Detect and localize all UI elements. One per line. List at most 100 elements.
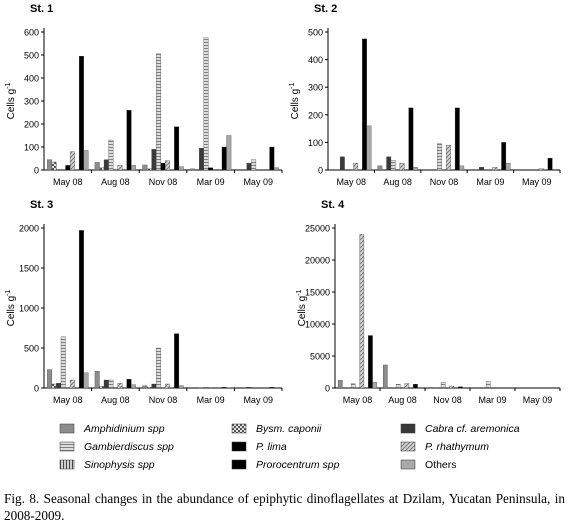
bar-p-rhathymum xyxy=(353,162,359,171)
y-tick-label: 200 xyxy=(308,110,323,120)
bar-bysm-caponii xyxy=(146,168,152,171)
bar-p-lima xyxy=(160,162,166,171)
legend-item-amphidinium-spp: Amphidinium spp xyxy=(59,423,165,435)
bar-cabra-cf-aremonica xyxy=(246,162,252,171)
figure-caption: Fig. 8. Seasonal changes in the abundanc… xyxy=(4,491,565,523)
y-tick-label: 5000 xyxy=(310,352,330,362)
bar-gambierdiscus-spp xyxy=(251,159,257,171)
bar-amphidinium-spp xyxy=(189,168,195,171)
bar-others xyxy=(459,165,465,171)
bar-cabra-cf-aremonica xyxy=(151,383,157,389)
legend-swatch xyxy=(231,459,247,470)
x-tick-label: May 09 xyxy=(522,177,552,187)
y-tick-label: 400 xyxy=(24,74,39,84)
y-tick-label: 500 xyxy=(24,51,39,61)
y-axis-label: Cells g-1 xyxy=(296,289,308,326)
y-tick-label: 10000 xyxy=(305,320,330,330)
y-tick-label: 400 xyxy=(308,55,323,65)
chart-panel-2: St. 2 Cells g-1 0 100 200 300 400 500 May 08 Aug … xyxy=(289,3,561,187)
x-tick-label: Nov 08 xyxy=(149,177,178,187)
bar-prorocentrum-spp xyxy=(174,126,180,171)
legend-swatch xyxy=(400,423,416,434)
y-tick-label: 0 xyxy=(325,384,330,394)
bar-gambierdiscus-spp xyxy=(203,387,209,389)
legend-item-bysm-caponii: Bysm. caponii xyxy=(231,423,322,435)
legend-item-p-lima: P. lima xyxy=(231,441,287,453)
bar-p-rhathymum xyxy=(492,167,498,171)
y-tick-label: 2000 xyxy=(19,224,39,234)
bar-gambierdiscus-spp xyxy=(108,139,114,171)
bar-amphidinium-spp xyxy=(382,364,388,389)
bar-prorocentrum-spp xyxy=(368,335,373,389)
bar-cabra-cf-aremonica xyxy=(56,383,62,389)
legend-item-cabra-cf-aremonica: Cabra cf. aremonica xyxy=(400,423,520,435)
bar-bysm-caponii xyxy=(51,383,57,389)
x-tick-label: May 09 xyxy=(243,177,273,187)
x-tick-label: Nov 08 xyxy=(149,395,178,405)
bar-p-rhathymum xyxy=(399,162,405,171)
x-tick-label: Aug 08 xyxy=(101,177,130,187)
y-tick-label: 0 xyxy=(34,166,39,176)
bar-amphidinium-spp xyxy=(94,162,100,171)
bar-prorocentrum-spp xyxy=(221,146,227,171)
panel-title: St. 3 xyxy=(30,199,53,211)
bar-cabra-cf-aremonica xyxy=(246,387,252,389)
x-tick-label: Aug 08 xyxy=(388,395,417,405)
panel-title: St. 1 xyxy=(30,3,53,15)
bar-gambierdiscus-spp xyxy=(203,37,209,171)
legend-label: Bysm. caponii xyxy=(256,423,322,435)
bar-p-rhathymum xyxy=(404,383,410,389)
bar-prorocentrum-spp xyxy=(221,387,227,389)
bar-prorocentrum-spp xyxy=(408,107,414,171)
legend-label: P. lima xyxy=(256,441,287,453)
x-tick-label: Nov 08 xyxy=(430,177,459,187)
bar-cabra-cf-aremonica xyxy=(339,156,345,171)
legend-item-p-rhathymum: P. rhathymum xyxy=(400,441,489,453)
bar-cabra-cf-aremonica xyxy=(103,379,109,389)
bar-bysm-caponii xyxy=(99,167,105,171)
bar-p-rhathymum xyxy=(538,168,544,171)
bar-gambierdiscus-spp xyxy=(437,143,442,171)
bar-amphidinium-spp xyxy=(337,380,343,389)
bar-gambierdiscus-spp xyxy=(440,382,446,389)
chart-panel-4: St. 4 Cells g-1 0 5000 10000 15000 20000 25000 M… xyxy=(296,199,561,405)
bar-amphidinium-spp xyxy=(427,387,433,389)
legend-label: Sinophysis spp xyxy=(84,459,155,471)
bar-amphidinium-spp xyxy=(142,385,148,389)
x-tick-label: Aug 08 xyxy=(383,177,412,187)
bar-p-rhathymum xyxy=(117,165,123,171)
y-tick-label: 200 xyxy=(24,120,39,130)
bar-prorocentrum-spp xyxy=(79,56,84,171)
bar-p-rhathymum xyxy=(69,151,75,171)
bar-gambierdiscus-spp xyxy=(395,384,401,389)
bar-gambierdiscus-spp xyxy=(156,347,161,389)
bar-gambierdiscus-spp xyxy=(390,160,396,171)
bar-bysm-caponii xyxy=(51,161,57,171)
y-axis-label: Cells g-1 xyxy=(5,289,17,326)
bar-others xyxy=(372,382,377,389)
bar-others xyxy=(178,385,184,389)
bar-amphidinium-spp xyxy=(142,164,148,171)
x-tick-label: Aug 08 xyxy=(101,395,130,405)
y-tick-label: 600 xyxy=(24,28,39,38)
legend-swatch xyxy=(59,441,75,452)
bar-p-rhathymum xyxy=(449,385,455,389)
bar-gambierdiscus-spp xyxy=(108,379,114,389)
legend-label: Others xyxy=(425,459,457,471)
bar-p-lima xyxy=(65,165,71,171)
x-tick-label: May 09 xyxy=(523,395,553,405)
y-tick-label: 500 xyxy=(308,28,323,38)
y-tick-label: 500 xyxy=(24,344,39,354)
legend-item-sinophysis-spp: Sinophysis spp xyxy=(59,459,155,471)
bar-amphidinium-spp xyxy=(47,159,53,171)
chart-panel-3: St. 3 Cells g-1 0 500 1000 1500 2000 May 08 Aug … xyxy=(5,199,283,405)
y-axis-label: Cells g-1 xyxy=(5,82,17,119)
bar-cabra-cf-aremonica xyxy=(479,167,484,171)
x-tick-label: May 08 xyxy=(336,177,366,187)
bar-bysm-caponii xyxy=(146,387,152,389)
bar-p-rhathymum xyxy=(165,383,170,389)
bar-others xyxy=(131,384,137,389)
y-tick-label: 100 xyxy=(308,138,323,148)
bar-others xyxy=(131,165,137,171)
y-tick-label: 20000 xyxy=(305,256,330,266)
